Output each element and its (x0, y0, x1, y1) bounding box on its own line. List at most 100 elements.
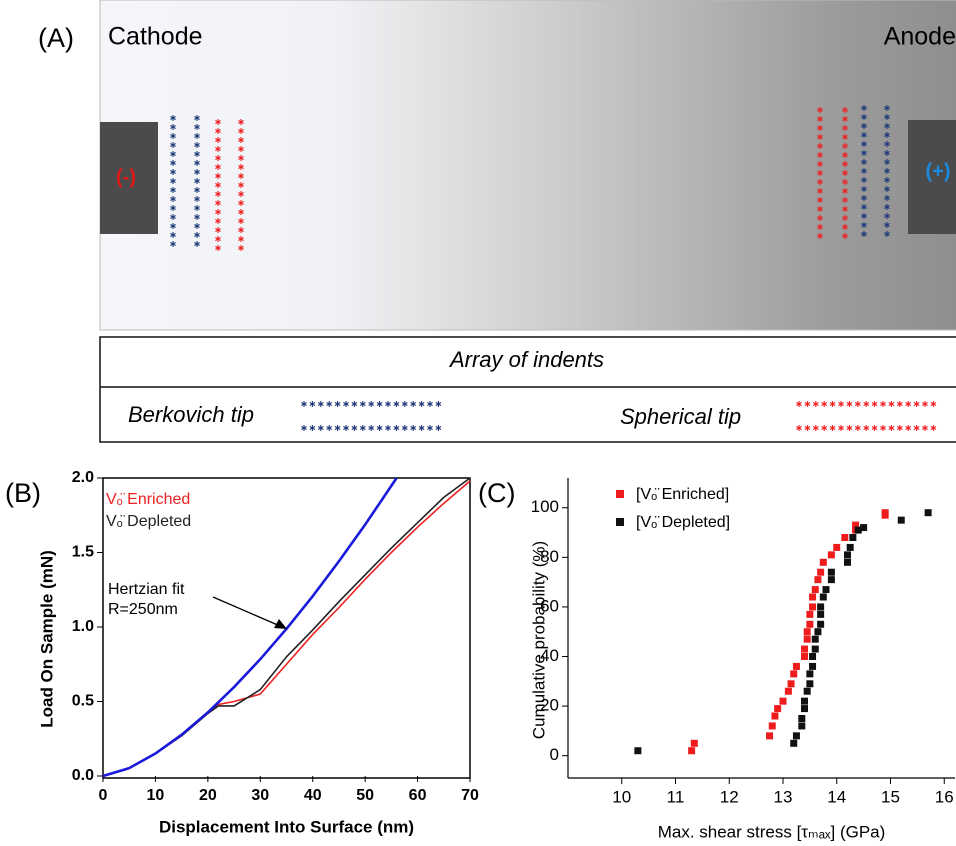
indent-mark (334, 425, 341, 431)
data-point (809, 603, 817, 611)
indent-mark (351, 425, 358, 431)
indent-mark (861, 213, 867, 219)
data-point (881, 509, 889, 517)
data-point (817, 568, 825, 576)
data-point (852, 521, 860, 529)
data-point (814, 576, 822, 584)
indent-mark (401, 401, 408, 407)
data-point (806, 670, 814, 678)
legend-label: Vₒ̈ Enriched (106, 491, 190, 508)
indent-mark (170, 232, 176, 238)
indent-mark (170, 187, 176, 193)
legend-marker (616, 518, 624, 526)
y-axis-title: Cumulative probability (%) (529, 541, 548, 739)
data-point (798, 714, 806, 722)
indent-mark (238, 236, 244, 242)
data-point (844, 558, 851, 566)
anode-sign: (+) (926, 160, 951, 182)
indent-mark (393, 425, 400, 431)
data-point (846, 543, 854, 551)
indent-mark (796, 425, 802, 431)
legend-box (99, 336, 956, 443)
data-point (809, 653, 817, 661)
indent-mark (194, 214, 200, 220)
cathode-block (100, 122, 158, 234)
data-point (833, 543, 841, 551)
indent-mark (842, 116, 848, 122)
indent-mark (817, 197, 823, 203)
indent-mark (812, 401, 819, 407)
y-tick-label: 40 (540, 646, 559, 665)
indent-mark (854, 401, 861, 407)
indent-mark (861, 150, 867, 156)
indent-mark (861, 204, 867, 210)
legend-title: Array of indents (448, 347, 604, 372)
indent-mark (842, 143, 848, 149)
indent-mark (842, 170, 848, 176)
indent-mark (817, 179, 823, 185)
annotation: Hertzian fit (108, 581, 185, 598)
indent-mark (238, 119, 244, 125)
indent-mark (215, 155, 221, 161)
indent-mark (861, 123, 867, 129)
indent-mark (215, 218, 221, 224)
x-tick-label: 20 (199, 787, 217, 804)
data-point (790, 739, 798, 747)
indent-mark (930, 425, 937, 431)
data-point (803, 687, 811, 695)
indent-mark (842, 107, 848, 113)
data-point (792, 732, 800, 740)
indent-mark (170, 142, 176, 148)
indent-mark (817, 224, 823, 230)
indent-mark (194, 196, 200, 202)
indent-mark (871, 401, 878, 407)
indent-mark (861, 168, 867, 174)
indent-mark (863, 425, 870, 431)
indent-mark (309, 401, 316, 407)
y-tick-label: 0 (550, 745, 559, 764)
data-point (817, 603, 825, 611)
legend-marker (616, 490, 624, 498)
indent-mark (194, 232, 200, 238)
indent-mark (170, 169, 176, 175)
y-tick-label: 0.5 (72, 693, 94, 710)
indent-mark (238, 128, 244, 134)
data-point (806, 620, 814, 628)
indent-mark (359, 401, 366, 407)
indent-mark (846, 425, 853, 431)
data-point (801, 645, 808, 653)
data-point (801, 697, 808, 705)
indent-mark (888, 401, 895, 407)
indent-mark (817, 170, 823, 176)
indent-mark (817, 215, 823, 221)
indent-mark (170, 214, 176, 220)
y-tick-label: 1.0 (72, 618, 94, 635)
indent-mark (821, 401, 828, 407)
indent-mark (238, 164, 244, 170)
indent-mark (842, 179, 848, 185)
indent-mark (317, 401, 324, 407)
data-point (801, 653, 808, 661)
indent-mark (427, 425, 433, 431)
x-tick-label: 0 (99, 787, 108, 804)
data-point (924, 509, 932, 517)
annotation-arrow (212, 596, 281, 627)
indent-mark (884, 204, 890, 210)
data-point (819, 558, 827, 566)
indent-mark (170, 151, 176, 157)
indent-mark (238, 245, 244, 251)
indent-mark (170, 205, 176, 211)
x-tick-label: 30 (251, 787, 269, 804)
indent-mark (817, 116, 823, 122)
indent-mark (812, 425, 819, 431)
data-point (803, 628, 811, 636)
indent-mark (194, 124, 200, 130)
indent-mark (194, 142, 200, 148)
panel-label: (B) (5, 478, 41, 508)
legend-label: Vₒ̈ Depleted (106, 513, 191, 530)
data-point (792, 662, 800, 670)
indent-mark (215, 146, 221, 152)
indent-mark (842, 125, 848, 131)
indent-mark (905, 425, 912, 431)
indent-mark (817, 107, 823, 113)
